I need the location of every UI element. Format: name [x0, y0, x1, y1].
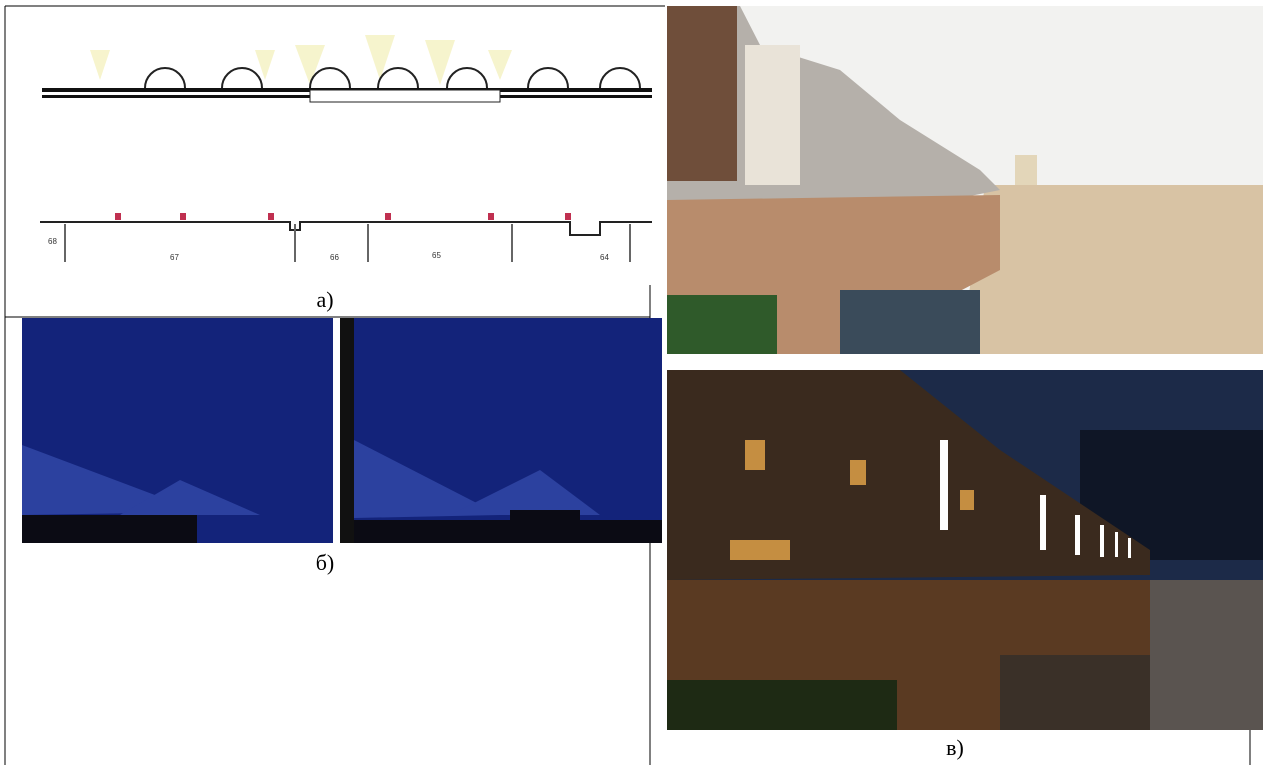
drawing-label: 64: [600, 253, 609, 262]
caption: а): [316, 287, 333, 312]
section-drawing: 68 67 66 65 64: [30, 15, 660, 285]
drawing-label: 67: [170, 253, 179, 262]
caption: б): [316, 550, 335, 575]
drawing-label: 68: [48, 237, 57, 246]
caption: в): [946, 735, 964, 760]
drawing-label: 65: [432, 251, 441, 260]
day-photo: [667, 6, 1263, 354]
lighting-sketches: [22, 318, 662, 543]
night-photo: [667, 370, 1263, 730]
drawing-label: 66: [330, 253, 339, 262]
